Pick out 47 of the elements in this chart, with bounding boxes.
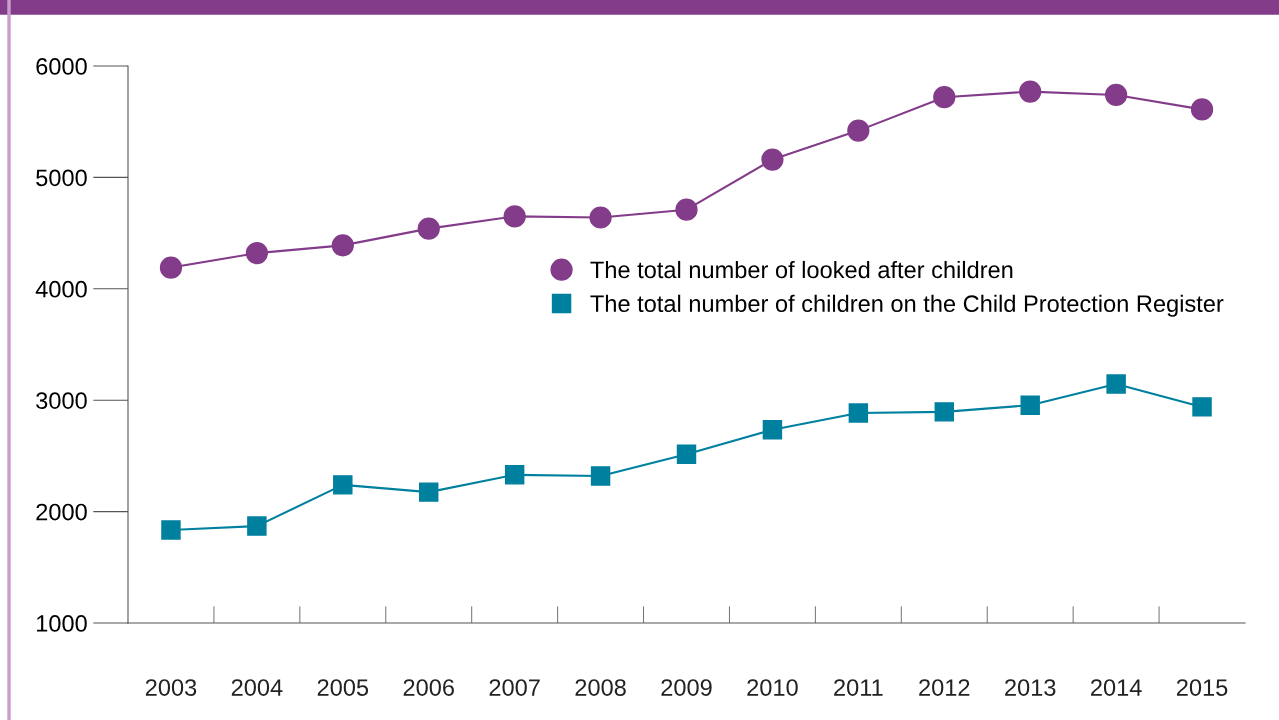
- x-tick-label: 2013: [1005, 679, 1056, 696]
- point: [676, 444, 697, 464]
- x-tick-label: 2011: [834, 679, 883, 696]
- x-tick-label: 2014: [1091, 679, 1142, 696]
- x-tick-label: 2009: [661, 679, 712, 696]
- point: [1105, 83, 1128, 107]
- point: [419, 482, 439, 502]
- point: [847, 119, 870, 142]
- point: [762, 419, 783, 440]
- point: [504, 465, 525, 485]
- y-tick-label: 4000: [35, 280, 87, 298]
- x-tick-label: 2004: [231, 679, 283, 696]
- point: [1106, 374, 1126, 394]
- x-tick-label: 2007: [489, 679, 540, 696]
- point: [333, 475, 353, 495]
- y-tick-label: 3000: [36, 392, 87, 409]
- point: [934, 402, 954, 422]
- point: [848, 403, 869, 423]
- legend-label: The total number of children on the Child Protection Register: [590, 294, 1224, 317]
- point: [1192, 397, 1212, 417]
- point: [589, 206, 612, 229]
- point: [417, 217, 440, 240]
- x-tick-label: 2008: [575, 679, 626, 696]
- x-tick-label: 2015: [1176, 679, 1228, 696]
- point: [1019, 80, 1042, 103]
- x-tick-label: 2012: [919, 679, 970, 696]
- point: [590, 466, 611, 486]
- point: [247, 516, 267, 536]
- point: [675, 198, 698, 221]
- y-tick-label: 2000: [36, 503, 87, 521]
- x-tick-label: 2006: [403, 679, 454, 696]
- y-tick-label: 6000: [36, 58, 87, 75]
- point: [761, 148, 784, 171]
- point: [161, 520, 181, 540]
- x-tick-label: 2010: [747, 679, 798, 696]
- point: [1020, 395, 1040, 415]
- x-tick-label: 2005: [317, 679, 369, 696]
- point: [1190, 98, 1214, 121]
- point: [503, 205, 526, 228]
- legend-label: The total number of looked after children: [590, 260, 1013, 279]
- point: [245, 242, 268, 265]
- x-tick-label: 2003: [145, 679, 197, 696]
- y-tick-label: 1000: [37, 615, 87, 632]
- point: [331, 234, 354, 257]
- y-tick-label: 5000: [36, 169, 87, 187]
- point: [933, 86, 956, 109]
- point: [159, 256, 183, 279]
